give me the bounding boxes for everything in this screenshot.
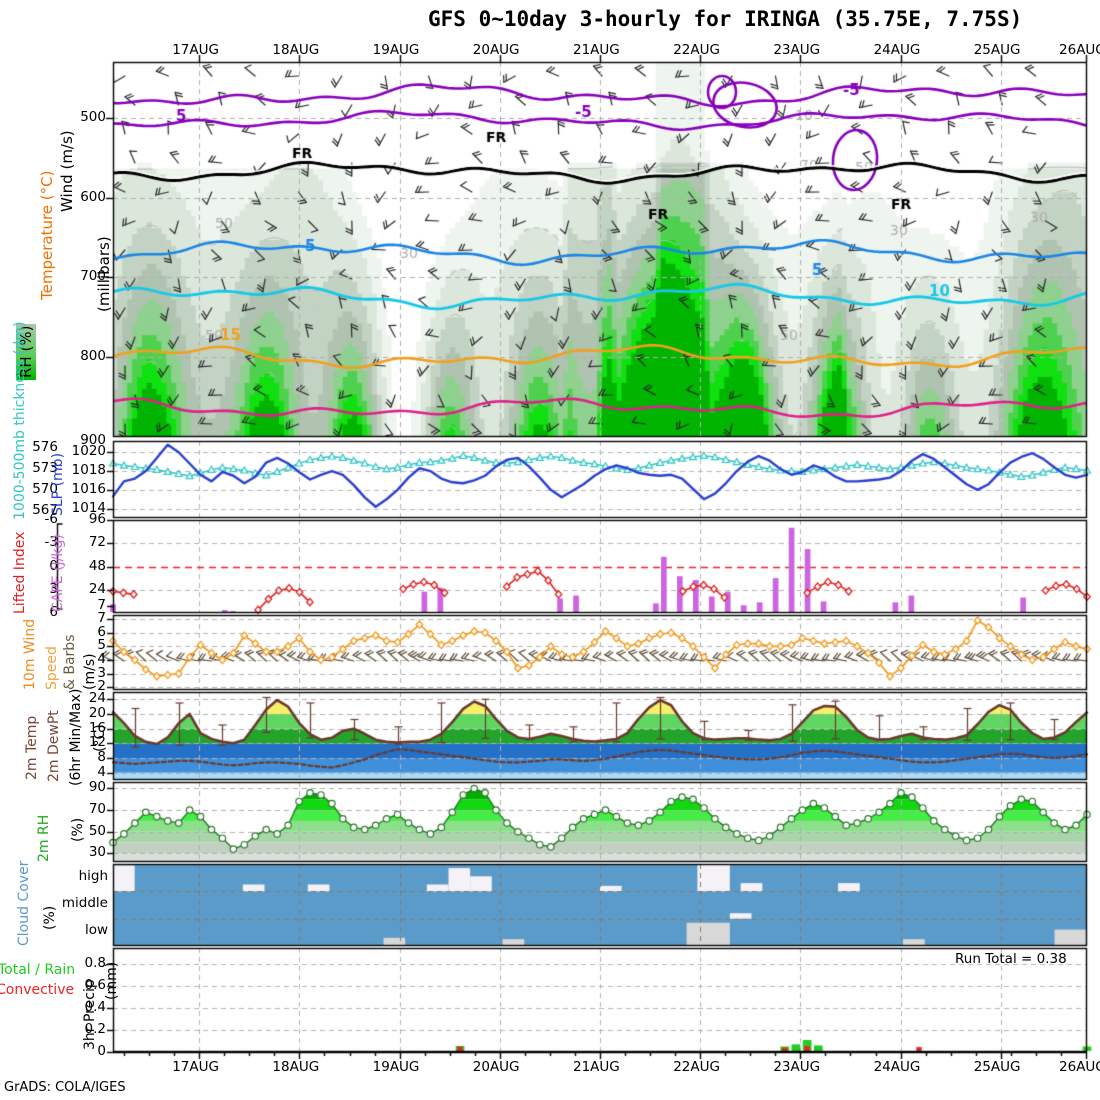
day-label-top-22AUG: 22AUG bbox=[673, 42, 720, 58]
cloud-row-label-low: low bbox=[84, 922, 108, 939]
precip-ytick-0.8: 0.8 bbox=[84, 955, 106, 972]
precip-ytick-0: 0 bbox=[97, 1043, 106, 1059]
li-ytick-3: 3 bbox=[49, 580, 58, 597]
wind-ytick-5: 5 bbox=[97, 637, 106, 654]
day-label-bottom-19AUG: 19AUG bbox=[372, 1059, 420, 1075]
cape-ytick-7: 7 bbox=[97, 597, 106, 614]
rh2m-units-axis-title: (%) bbox=[70, 817, 86, 842]
day-label-bottom-23AUG: 23AUG bbox=[773, 1059, 821, 1075]
li-ytick-0: 0 bbox=[49, 557, 58, 574]
li-ytick--3: -3 bbox=[44, 534, 58, 551]
upper-ytick-500: 500 bbox=[80, 108, 106, 125]
cape-ytick-72: 72 bbox=[88, 534, 106, 551]
day-label-top-26AUG: 26AUG bbox=[1059, 42, 1100, 58]
day-label-bottom-22AUG: 22AUG bbox=[673, 1059, 720, 1075]
day-label-bottom-25AUG: 25AUG bbox=[973, 1059, 1021, 1075]
day-label-top-17AUG: 17AUG bbox=[172, 42, 219, 58]
cloud-row-label-middle: middle bbox=[61, 895, 108, 911]
cloud-units-axis-title: (%) bbox=[42, 905, 58, 930]
cloud-row-label-high: high bbox=[78, 867, 108, 884]
page-title: GFS 0~10day 3-hourly for IRINGA (35.75E,… bbox=[428, 7, 1023, 31]
rh2m-ytick-30: 30 bbox=[88, 844, 106, 861]
wind-ytick-6: 6 bbox=[97, 623, 106, 640]
upper-ytick-800: 800 bbox=[80, 348, 106, 365]
upper-ytick-700: 700 bbox=[80, 268, 106, 285]
minmax-axis-title: (6hr Min/Max) bbox=[68, 688, 84, 786]
day-label-top-21AUG: 21AUG bbox=[573, 42, 620, 58]
day-label-top-20AUG: 20AUG bbox=[472, 42, 520, 58]
temp-ytick-24: 24 bbox=[88, 690, 106, 707]
upper-pressure-axis-title: (millibars) bbox=[95, 236, 113, 312]
temp-ytick-8: 8 bbox=[97, 749, 106, 765]
li-ytick-6: 6 bbox=[49, 604, 58, 620]
run-total-label: Run Total = 0.38 bbox=[955, 951, 1067, 967]
day-label-bottom-26AUG: 26AUG bbox=[1059, 1059, 1100, 1075]
dewpt-axis-title: 2m DewPt bbox=[46, 710, 62, 782]
rh2m-ytick-90: 90 bbox=[88, 779, 106, 796]
temp2m-axis-title: 2m Temp bbox=[24, 715, 40, 780]
day-label-bottom-18AUG: 18AUG bbox=[272, 1059, 320, 1075]
temp-ytick-4: 4 bbox=[97, 763, 106, 780]
li-ytick--6: -6 bbox=[44, 511, 58, 527]
day-label-top-25AUG: 25AUG bbox=[973, 42, 1021, 58]
upper-ytick-900: 900 bbox=[80, 432, 106, 448]
day-label-top-18AUG: 18AUG bbox=[272, 42, 320, 58]
thickness-ytick-573: 573 bbox=[32, 460, 58, 476]
rh2m-axis-title: 2m RH bbox=[36, 814, 52, 862]
slp-ytick-1016: 1016 bbox=[71, 480, 106, 497]
footer-credit: GrADS: COLA/IGES bbox=[4, 1080, 126, 1095]
cape-ytick-24: 24 bbox=[88, 580, 106, 597]
thickness-ytick-570: 570 bbox=[32, 481, 58, 497]
wind-ytick-4: 4 bbox=[97, 651, 106, 667]
thickness-ytick-567: 567 bbox=[32, 502, 58, 518]
precip-axis-title: 3hr Precip bbox=[82, 979, 98, 1050]
precip-total-legend: Total / Rain bbox=[0, 962, 76, 978]
li-axis-title: Lifted Index bbox=[12, 531, 28, 614]
rh2m-ytick-50: 50 bbox=[88, 822, 106, 839]
day-label-bottom-24AUG: 24AUG bbox=[873, 1059, 921, 1075]
thickness-axis-title: 1000-500mb thickness (dm) bbox=[12, 321, 28, 520]
precip-ytick-0.4: 0.4 bbox=[84, 999, 106, 1016]
cloud-axis-title: Cloud Cover bbox=[16, 860, 32, 946]
wind-units-axis-title: (m/s) bbox=[82, 653, 98, 690]
slp-axis-title: SLP (mb) bbox=[50, 452, 66, 516]
wind-ytick-3: 3 bbox=[97, 664, 106, 681]
temp-ytick-12: 12 bbox=[88, 734, 106, 751]
cape-ytick-48: 48 bbox=[88, 557, 106, 574]
wind-ytick-2: 2 bbox=[97, 678, 106, 695]
rh2m-ytick-70: 70 bbox=[88, 801, 106, 818]
day-label-top-23AUG: 23AUG bbox=[773, 42, 821, 58]
day-label-top-24AUG: 24AUG bbox=[873, 42, 921, 58]
day-label-bottom-20AUG: 20AUG bbox=[472, 1059, 520, 1075]
wind-speed-axis-title: Speed bbox=[44, 646, 60, 690]
day-label-bottom-21AUG: 21AUG bbox=[573, 1059, 620, 1075]
cape-axis-title: CAPE (J/kg) bbox=[50, 534, 66, 612]
wind10m-axis-title: 10m Wind bbox=[22, 618, 38, 690]
slp-ytick-1020: 1020 bbox=[71, 443, 106, 460]
precip-ytick-0.6: 0.6 bbox=[84, 977, 106, 994]
thickness-ytick-576: 576 bbox=[32, 439, 58, 455]
wind-barbs-axis-title: & Barbs bbox=[62, 634, 78, 691]
wind-ytick-7: 7 bbox=[97, 610, 106, 627]
upper-wind-axis-title: Wind (m/s) bbox=[58, 130, 76, 212]
precip-convective-legend: Convective bbox=[0, 982, 75, 998]
temp-ytick-20: 20 bbox=[88, 705, 106, 721]
upper-temp-axis-title: Temperature (°C) bbox=[38, 170, 56, 300]
precip-ytick-0.2: 0.2 bbox=[84, 1021, 106, 1038]
day-label-bottom-17AUG: 17AUG bbox=[172, 1059, 219, 1075]
temp-ytick-16: 16 bbox=[88, 719, 106, 736]
day-label-top-19AUG: 19AUG bbox=[372, 42, 420, 58]
upper-ytick-600: 600 bbox=[80, 188, 106, 205]
slp-ytick-1014: 1014 bbox=[71, 499, 106, 516]
temp-units-axis-title: (°C) bbox=[92, 724, 108, 752]
cape-ytick-96: 96 bbox=[88, 511, 106, 527]
slp-ytick-1018: 1018 bbox=[71, 462, 106, 479]
precip-units-axis-title: (mm) bbox=[104, 961, 120, 1000]
